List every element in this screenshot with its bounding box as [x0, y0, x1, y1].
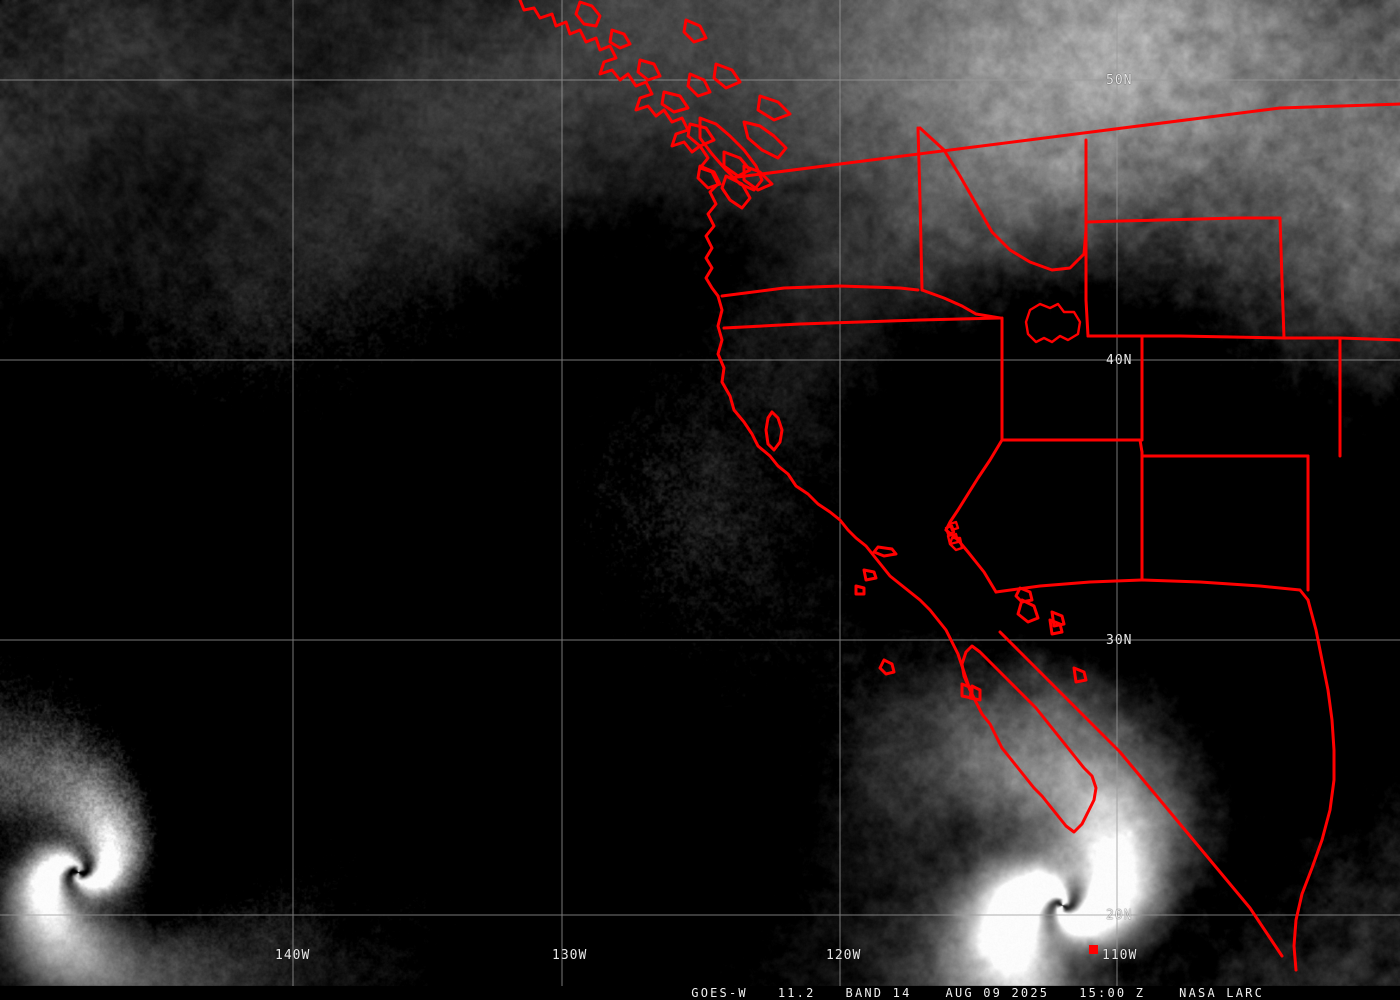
caption-spacer-1 [748, 986, 778, 1000]
caption-time: 15:00 Z [1079, 986, 1146, 1000]
graticule-label-120w: 120W [826, 948, 862, 963]
graticule-label-50n: 50N [1106, 73, 1133, 88]
caption-satellite: GOES-W [691, 986, 748, 1000]
caption-bar: GOES-W 11.2 BAND 14 AUG 09 2025 15:00 Z … [0, 986, 1400, 1000]
caption-spacer-4 [1049, 986, 1079, 1000]
caption-date: AUG 09 2025 [945, 986, 1050, 1000]
graticule-label-130w: 130W [552, 948, 588, 963]
caption-channel: 11.2 [777, 986, 816, 1000]
caption-spacer-5 [1145, 986, 1179, 1000]
graticule-label-140w: 140W [275, 948, 311, 963]
caption-spacer-2 [816, 986, 846, 1000]
caption-band: BAND 14 [845, 986, 912, 1000]
graticule-label-20n: 20N [1106, 908, 1133, 923]
caption-text-group: GOES-W 11.2 BAND 14 AUG 09 2025 15:00 Z … [691, 986, 1264, 1000]
graticule-label-110w: 110W [1102, 948, 1138, 963]
graticule-label-40n: 40N [1106, 353, 1133, 368]
graticule-label-30n: 30N [1106, 633, 1133, 648]
caption-spacer-3 [912, 986, 946, 1000]
caption-source: NASA LARC [1179, 986, 1264, 1000]
